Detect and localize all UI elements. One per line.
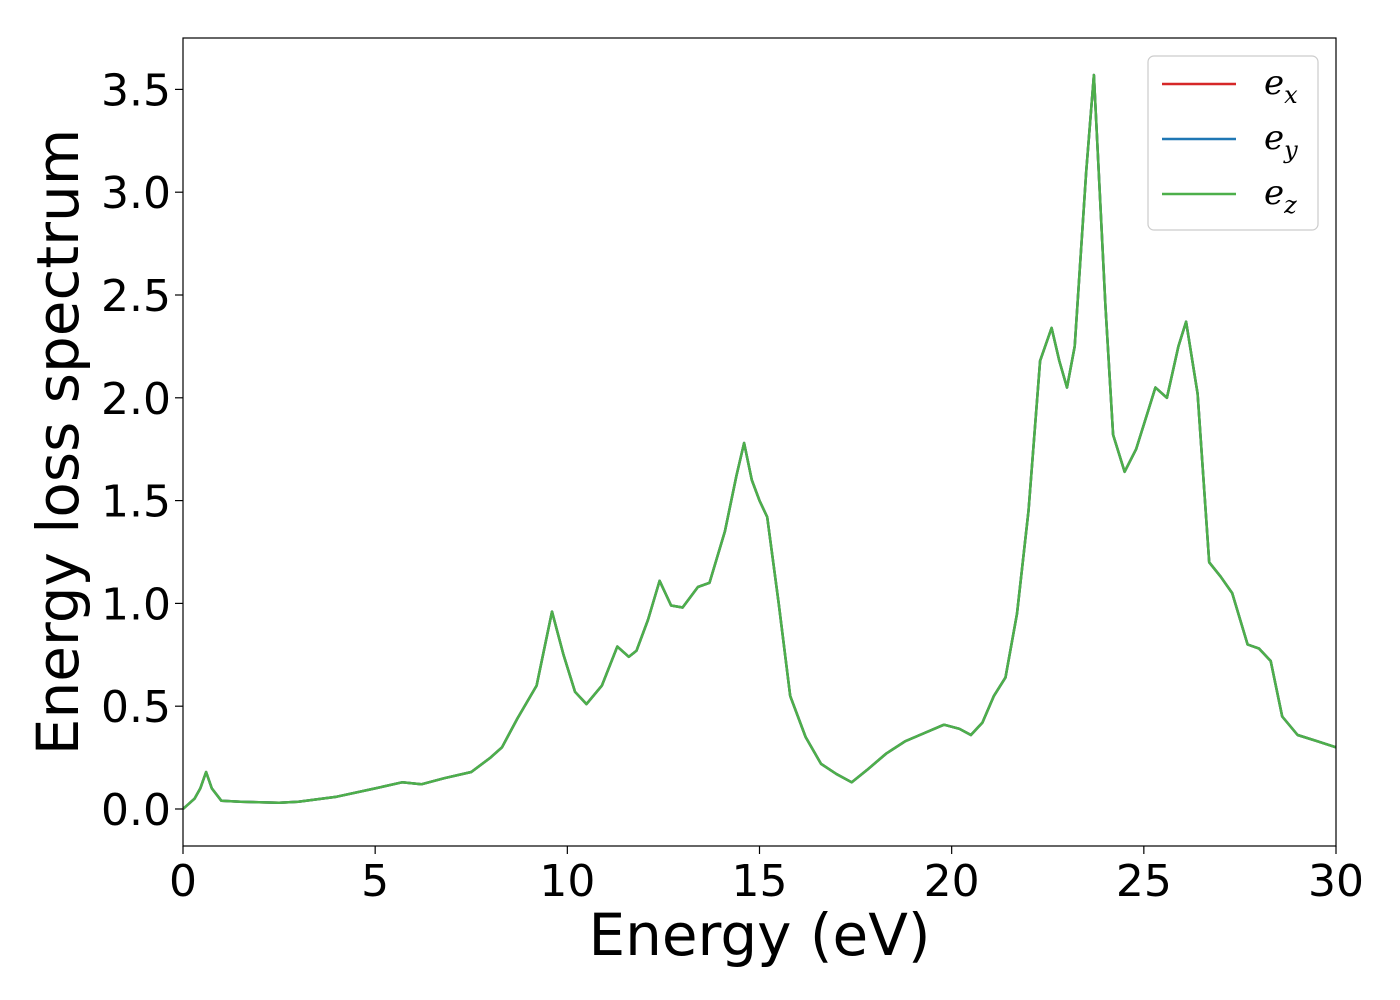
x-axis-ticks: 0 5 10 15 20 25 30 [169,846,1364,907]
x-tick-label: 0 [169,856,197,907]
y-axis-label: Energy loss spectrum [24,129,92,755]
x-tick-label: 10 [539,856,595,907]
x-tick-label: 20 [924,856,980,907]
y-tick-label: 0.5 [101,682,171,733]
x-tick-label: 5 [361,856,389,907]
y-tick-label: 3.0 [101,168,171,219]
x-tick-label: 25 [1116,856,1172,907]
y-tick-label: 2.0 [101,374,171,425]
y-tick-label: 2.5 [101,271,171,322]
x-tick-label: 15 [732,856,788,907]
x-axis-label: Energy (eV) [588,901,930,969]
y-axis-ticks: 0.0 0.5 1.0 1.5 2.0 2.5 3.0 3.5 [101,65,183,836]
y-tick-label: 1.5 [101,477,171,528]
plot-frame [182,37,1337,847]
series-line-e-z [183,73,1336,810]
legend-box [1147,55,1319,231]
y-tick-label: 1.0 [101,579,171,630]
plot-area [183,73,1336,810]
y-tick-label: 3.5 [101,65,171,116]
y-tick-label: 0.0 [101,785,171,836]
x-tick-label: 30 [1308,856,1364,907]
